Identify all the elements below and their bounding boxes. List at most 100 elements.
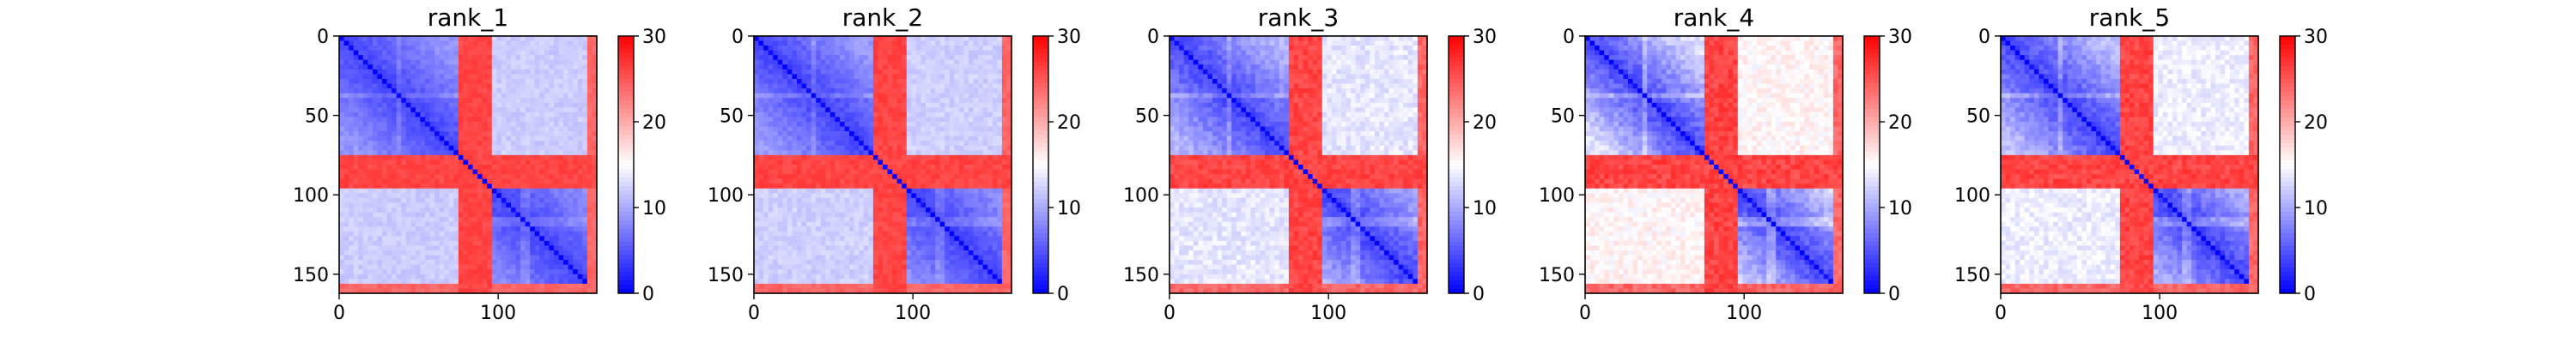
heatmap-cell — [429, 184, 435, 190]
heatmap-cell — [501, 255, 507, 261]
heatmap-cell — [448, 36, 454, 42]
heatmap-cell — [368, 255, 374, 261]
heatmap-cell — [358, 231, 364, 237]
colorbar-segment — [618, 62, 634, 67]
heatmap-cell — [396, 36, 402, 42]
heatmap-cell — [958, 111, 965, 118]
heatmap-cell — [586, 36, 593, 42]
heatmap-cell — [906, 141, 912, 147]
heatmap-cell — [835, 135, 841, 141]
heatmap-cell — [935, 117, 941, 123]
heatmap-cell — [859, 50, 865, 56]
heatmap-cell — [582, 217, 588, 223]
heatmap-cell — [339, 117, 345, 123]
heatmap-cell — [883, 188, 889, 194]
heatmap-cell — [806, 107, 812, 113]
heatmap-cell — [586, 288, 593, 294]
heatmap-cell — [549, 98, 555, 104]
heatmap-cell — [1006, 98, 1012, 104]
heatmap-cell — [963, 126, 969, 132]
heatmap-cell — [343, 111, 349, 118]
heatmap-cell — [405, 217, 411, 223]
heatmap-cell — [782, 93, 788, 99]
heatmap-cell — [544, 169, 550, 175]
heatmap-cell — [586, 126, 593, 132]
heatmap-cell — [343, 250, 349, 256]
heatmap-cell — [863, 145, 869, 151]
heatmap-cell — [415, 122, 422, 128]
heatmap-cell — [887, 131, 893, 137]
heatmap-cell — [472, 102, 478, 108]
heatmap-cell — [520, 88, 526, 94]
heatmap-cell — [563, 36, 569, 42]
heatmap-cell — [797, 64, 803, 70]
heatmap-cell — [377, 131, 383, 137]
heatmap-cell — [825, 184, 831, 190]
heatmap-cell — [963, 178, 969, 184]
heatmap-cell — [544, 188, 550, 194]
heatmap-cell — [892, 98, 898, 104]
heatmap-cell — [358, 212, 364, 218]
heatmap-cell — [829, 131, 836, 137]
heatmap-cell — [797, 45, 803, 51]
heatmap-cell — [963, 131, 969, 137]
heatmap-cell — [372, 111, 379, 118]
heatmap-cell — [792, 93, 798, 99]
heatmap-cell — [491, 50, 497, 56]
heatmap-cell — [763, 208, 769, 214]
heatmap-cell — [982, 145, 988, 151]
heatmap-cell — [392, 145, 398, 151]
heatmap-cell — [511, 55, 517, 61]
heatmap-cell — [939, 107, 945, 113]
heatmap-cell — [820, 102, 826, 108]
heatmap-cell — [954, 79, 960, 85]
heatmap-cell — [349, 150, 355, 156]
heatmap-cell — [448, 55, 454, 61]
heatmap-cell — [592, 269, 598, 275]
heatmap-cell — [577, 288, 583, 294]
heatmap-cell — [468, 212, 474, 218]
heatmap-cell — [582, 165, 588, 171]
heatmap-cell — [420, 45, 426, 51]
heatmap-cell — [463, 98, 469, 104]
heatmap-cell — [872, 88, 879, 94]
heatmap-cell — [816, 145, 822, 151]
heatmap-cell — [444, 264, 450, 270]
heatmap-cell — [349, 36, 355, 42]
heatmap-cell — [472, 274, 478, 280]
heatmap-cell — [396, 188, 402, 194]
heatmap-cell — [453, 202, 459, 208]
heatmap-cell — [978, 202, 984, 208]
heatmap-cell — [349, 141, 355, 147]
heatmap-cell — [506, 74, 512, 80]
heatmap-cell — [554, 169, 560, 175]
heatmap-cell — [420, 236, 426, 242]
heatmap-cell — [368, 117, 374, 123]
heatmap-cell — [506, 159, 512, 165]
heatmap-cell — [859, 197, 865, 204]
heatmap-cell — [410, 184, 416, 190]
heatmap-cell — [792, 145, 798, 151]
heatmap-cell — [396, 288, 402, 294]
heatmap-cell — [978, 93, 984, 99]
heatmap-cell — [401, 184, 407, 190]
heatmap-cell — [530, 188, 536, 194]
heatmap-cell — [448, 150, 454, 156]
heatmap-cell — [491, 159, 497, 165]
heatmap-cell — [539, 264, 545, 270]
heatmap-cell — [405, 79, 411, 85]
heatmap-cell — [906, 188, 912, 194]
heatmap-cell — [892, 64, 898, 70]
heatmap-cell — [353, 141, 359, 147]
heatmap-cell — [472, 217, 478, 223]
heatmap-cell — [954, 107, 960, 113]
heatmap-cell — [777, 154, 783, 161]
heatmap-cell — [835, 145, 841, 151]
heatmap-cell — [906, 174, 912, 180]
heatmap-cell — [863, 98, 869, 104]
heatmap-cell — [896, 126, 902, 132]
heatmap-cell — [386, 111, 392, 118]
heatmap-cell — [458, 40, 465, 46]
heatmap-cell — [415, 79, 422, 85]
heatmap-cell — [777, 208, 783, 214]
